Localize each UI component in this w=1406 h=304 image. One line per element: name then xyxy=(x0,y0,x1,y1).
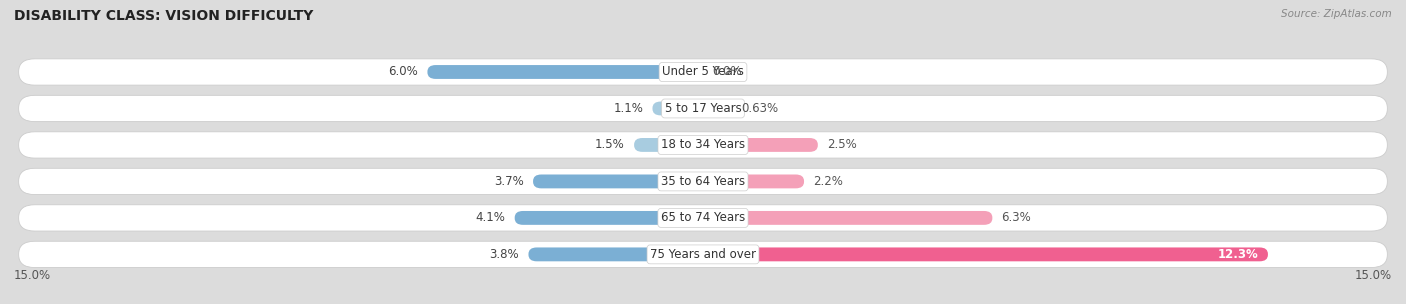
Text: Source: ZipAtlas.com: Source: ZipAtlas.com xyxy=(1281,9,1392,19)
FancyBboxPatch shape xyxy=(703,102,733,116)
Text: 0.63%: 0.63% xyxy=(741,102,779,115)
Text: 2.2%: 2.2% xyxy=(813,175,844,188)
Text: 35 to 64 Years: 35 to 64 Years xyxy=(661,175,745,188)
Text: 75 Years and over: 75 Years and over xyxy=(650,248,756,261)
FancyBboxPatch shape xyxy=(703,174,804,188)
Text: DISABILITY CLASS: VISION DIFFICULTY: DISABILITY CLASS: VISION DIFFICULTY xyxy=(14,9,314,23)
Text: 6.3%: 6.3% xyxy=(1001,211,1031,224)
Text: 15.0%: 15.0% xyxy=(1355,269,1392,282)
FancyBboxPatch shape xyxy=(529,247,703,261)
Text: 4.1%: 4.1% xyxy=(475,211,506,224)
Text: 1.1%: 1.1% xyxy=(613,102,644,115)
Text: 6.0%: 6.0% xyxy=(388,65,418,78)
FancyBboxPatch shape xyxy=(533,174,703,188)
Text: 12.3%: 12.3% xyxy=(1218,248,1258,261)
Text: 3.7%: 3.7% xyxy=(494,175,524,188)
Text: 5 to 17 Years: 5 to 17 Years xyxy=(665,102,741,115)
Text: Under 5 Years: Under 5 Years xyxy=(662,65,744,78)
FancyBboxPatch shape xyxy=(515,211,703,225)
FancyBboxPatch shape xyxy=(18,241,1388,268)
Text: 18 to 34 Years: 18 to 34 Years xyxy=(661,138,745,151)
FancyBboxPatch shape xyxy=(652,102,703,116)
FancyBboxPatch shape xyxy=(703,247,1268,261)
Text: 65 to 74 Years: 65 to 74 Years xyxy=(661,211,745,224)
FancyBboxPatch shape xyxy=(18,132,1388,158)
FancyBboxPatch shape xyxy=(18,205,1388,231)
FancyBboxPatch shape xyxy=(634,138,703,152)
FancyBboxPatch shape xyxy=(18,59,1388,85)
Text: 15.0%: 15.0% xyxy=(14,269,51,282)
Text: 1.5%: 1.5% xyxy=(595,138,624,151)
FancyBboxPatch shape xyxy=(703,211,993,225)
FancyBboxPatch shape xyxy=(18,95,1388,122)
Text: 3.8%: 3.8% xyxy=(489,248,519,261)
FancyBboxPatch shape xyxy=(427,65,703,79)
Text: 2.5%: 2.5% xyxy=(827,138,856,151)
FancyBboxPatch shape xyxy=(703,138,818,152)
FancyBboxPatch shape xyxy=(18,168,1388,195)
Text: 0.0%: 0.0% xyxy=(713,65,742,78)
